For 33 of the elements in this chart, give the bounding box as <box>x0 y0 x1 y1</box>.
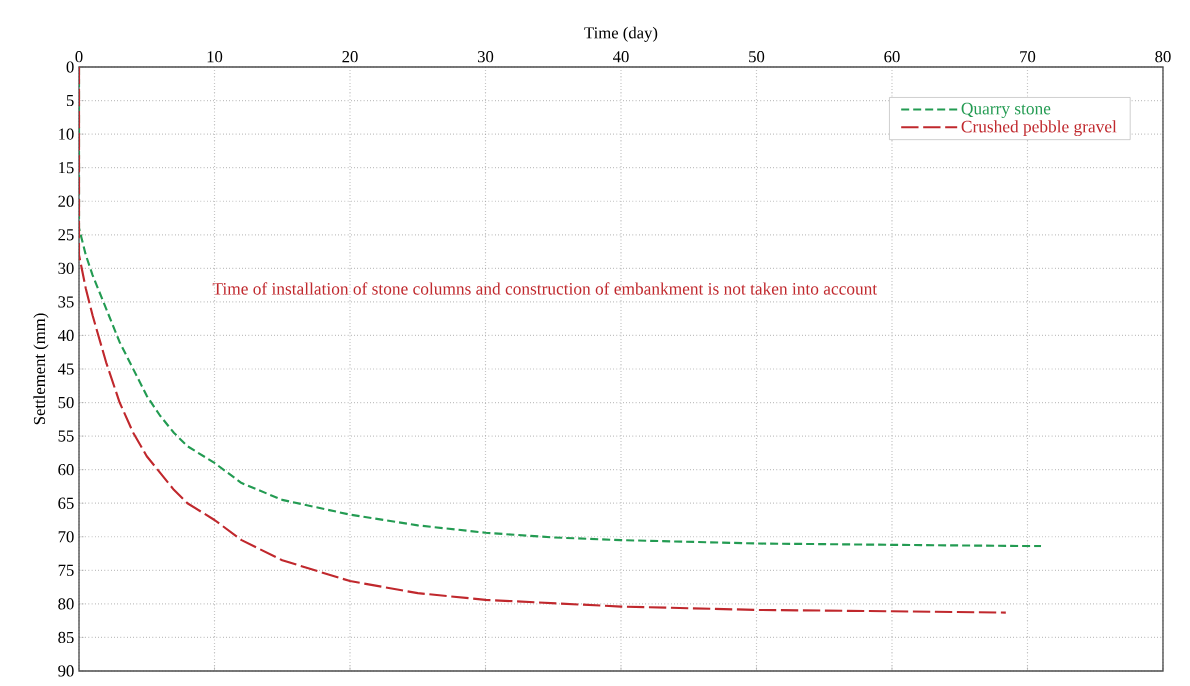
x-tick-label: 30 <box>477 51 494 63</box>
y-tick-label: 30 <box>58 262 74 274</box>
y-tick-label: 0 <box>66 61 74 73</box>
y-tick-label: 90 <box>58 665 74 677</box>
y-tick-label: 60 <box>58 464 74 476</box>
legend-label: Crushed pebble gravel <box>961 120 1117 137</box>
x-axis-title: Time (day) <box>584 26 658 42</box>
annotation: Time of installation of stone columns and construction of embankment is not taken into account <box>212 282 878 295</box>
x-tick-label: 40 <box>613 51 629 63</box>
y-tick-label: 5 <box>66 95 74 107</box>
x-tick-label: 50 <box>749 51 765 63</box>
y-tick-label: 45 <box>57 363 74 375</box>
x-tick-label: 70 <box>1020 51 1036 63</box>
x-tick-label: 60 <box>884 51 900 63</box>
x-tick-label: 20 <box>342 51 358 63</box>
y-tick-label: 75 <box>58 564 74 576</box>
y-tick-label: 15 <box>59 162 74 174</box>
y-tick-label: 10 <box>59 128 74 140</box>
x-tick-label: 0 <box>75 51 83 63</box>
y-tick-label: 70 <box>58 531 74 543</box>
y-tick-label: 25 <box>58 229 74 241</box>
y-tick-label: 55 <box>58 430 74 442</box>
y-tick-label: 35 <box>58 296 74 308</box>
y-tick-label: 50 <box>58 396 74 409</box>
y-tick-label: 85 <box>58 631 74 644</box>
y-tick-label: 80 <box>58 598 74 610</box>
y-tick-label: 65 <box>58 497 74 509</box>
x-tick-label: 80 <box>1155 51 1171 63</box>
x-tick-label: 10 <box>207 51 223 63</box>
y-tick-label: 20 <box>58 195 74 207</box>
y-axis-title: Settlement (mm) <box>33 313 49 425</box>
y-tick-label: 40 <box>57 329 74 342</box>
legend-label: Quarry stone <box>961 102 1051 119</box>
